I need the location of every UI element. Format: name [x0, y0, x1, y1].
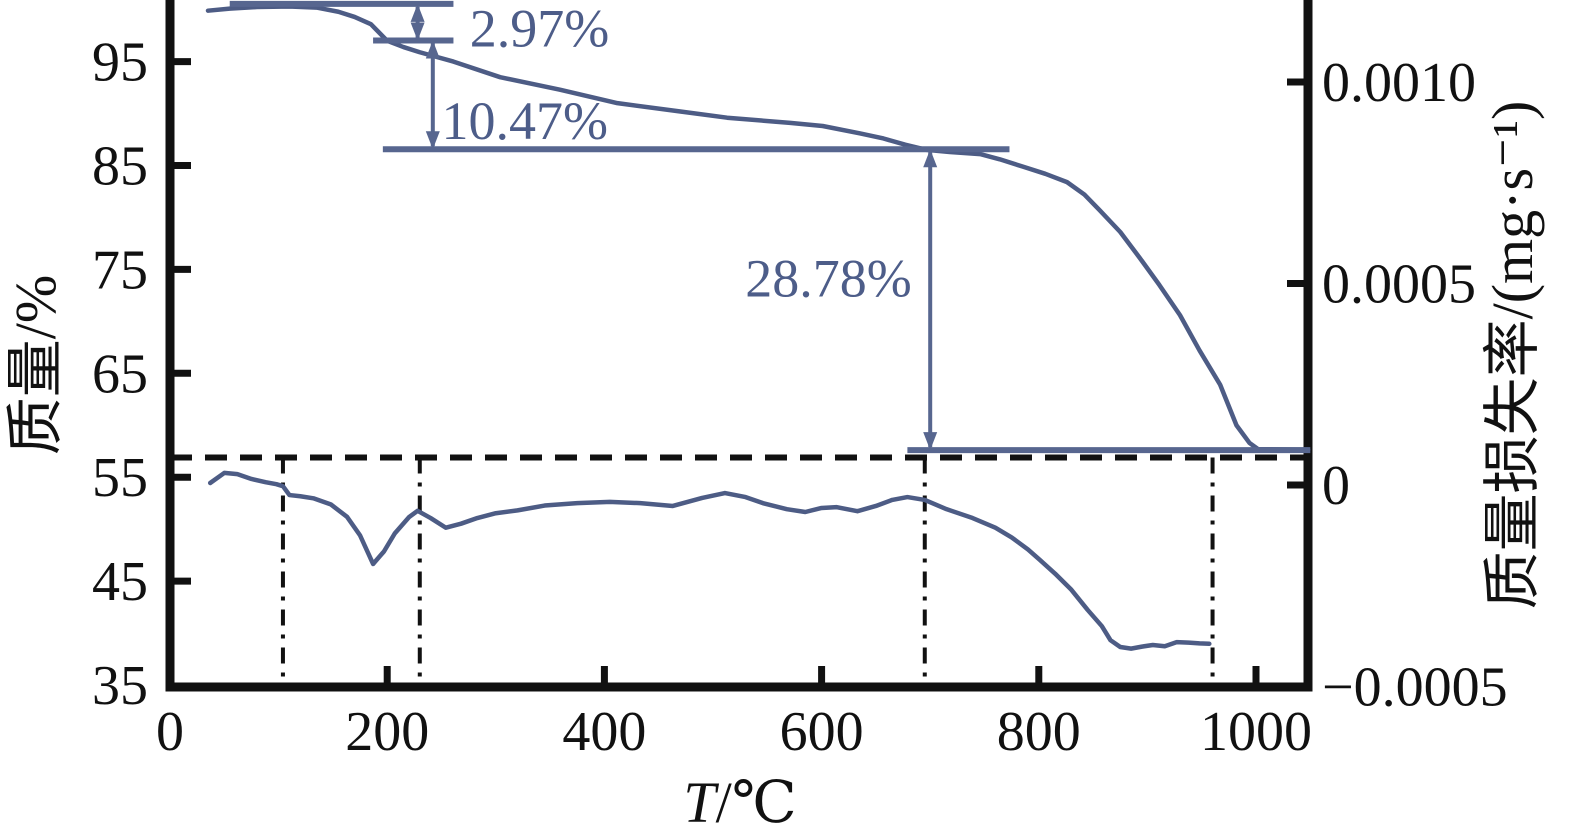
- mass-loss-arrowhead-down: [410, 22, 425, 41]
- y-left-axis-title: 质量/%: [3, 275, 68, 455]
- plot-area: 95 85 75 65 55 45 35 0.0010 0.0005 0 −0.0005 0 200 40…: [92, 0, 1508, 763]
- x-axis-title: T/℃: [683, 770, 796, 835]
- x-tick-label: 800: [997, 701, 1081, 763]
- y-left-tick-label: 55: [92, 447, 148, 509]
- y-right-axis-title: 质量损失率/(mg·s⁻¹): [1480, 101, 1545, 610]
- dtg-rate-curve: [207, 470, 1212, 651]
- y-left-tick-label: 35: [92, 655, 148, 717]
- y-left-tick-label: 95: [92, 32, 148, 94]
- x-tick-label: 0: [156, 701, 184, 763]
- mass-loss-arrowhead-down: [923, 432, 938, 451]
- mass-loss-arrowhead-down: [425, 131, 440, 150]
- y-left-tick-label: 75: [92, 239, 148, 301]
- x-tick-label: 600: [780, 701, 864, 763]
- y-left-tick-label: 45: [92, 551, 148, 613]
- y-left-tick-label: 85: [92, 136, 148, 198]
- x-tick-label: 400: [562, 701, 646, 763]
- y-left-tick-label: 65: [92, 343, 148, 405]
- mass-loss-percentage-label: 10.47%: [442, 91, 608, 151]
- mass-loss-arrowhead-up: [410, 3, 425, 22]
- x-axis-title-unit: /℃: [716, 770, 797, 835]
- y-right-tick-label: 0: [1322, 455, 1350, 517]
- mass-loss-percentage-label: 2.97%: [470, 0, 609, 58]
- mass-loss-percentage-label: 28.78%: [745, 249, 911, 309]
- x-axis-title-symbol: T: [683, 770, 719, 835]
- y-right-tick-label: −0.0005: [1322, 657, 1508, 719]
- tg-mass-curve: [205, 4, 1311, 452]
- y-right-tick-label: 0.0005: [1322, 254, 1476, 316]
- x-tick-label: 200: [345, 701, 429, 763]
- mass-loss-arrowhead-up: [923, 149, 938, 168]
- x-tick-label: 1000: [1200, 701, 1312, 763]
- y-right-tick-label: 0.0010: [1322, 52, 1476, 114]
- mass-loss-arrowhead-up: [425, 40, 440, 59]
